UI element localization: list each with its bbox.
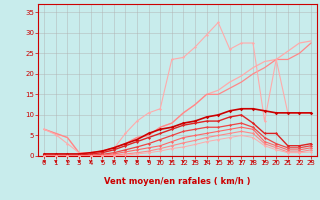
X-axis label: Vent moyen/en rafales ( km/h ): Vent moyen/en rafales ( km/h )	[104, 177, 251, 186]
